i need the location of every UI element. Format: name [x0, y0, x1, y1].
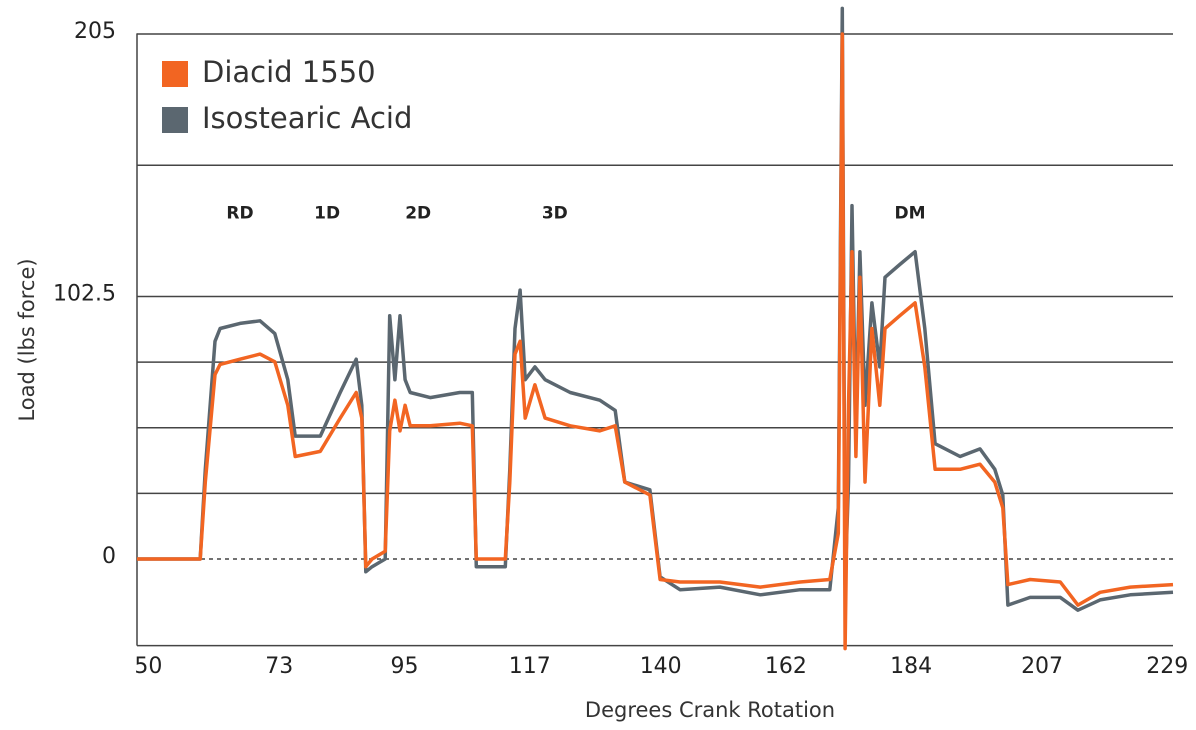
series-line	[137, 6, 1174, 612]
y-tick-label: 102.5	[53, 281, 116, 306]
y-axis-label: Load (lbs force)	[15, 258, 39, 421]
y-tick-label: 205	[74, 19, 116, 44]
annotation: DM	[894, 203, 925, 223]
x-tick-label: 117	[509, 654, 551, 679]
legend-label: Isostearic Acid	[202, 101, 412, 135]
annotation: 1D	[314, 203, 340, 223]
series-line	[137, 32, 1174, 651]
annotation: 3D	[542, 203, 568, 223]
annotation: RD	[226, 203, 253, 223]
x-axis-label: Degrees Crank Rotation	[585, 698, 835, 722]
x-tick-label: 162	[765, 654, 807, 679]
x-tick-label: 140	[640, 654, 682, 679]
legend-label: Diacid 1550	[202, 55, 376, 89]
x-tick-label: 229	[1146, 654, 1188, 679]
x-tick-label: 50	[134, 654, 162, 679]
x-tick-label: 95	[391, 654, 419, 679]
x-tick-label: 184	[890, 654, 932, 679]
annotation: 2D	[405, 203, 431, 223]
x-tick-label: 207	[1021, 654, 1063, 679]
x-tick-label: 73	[265, 654, 293, 679]
y-tick-label: 0	[102, 544, 116, 569]
legend-swatch	[162, 107, 188, 133]
legend-swatch	[162, 61, 188, 87]
